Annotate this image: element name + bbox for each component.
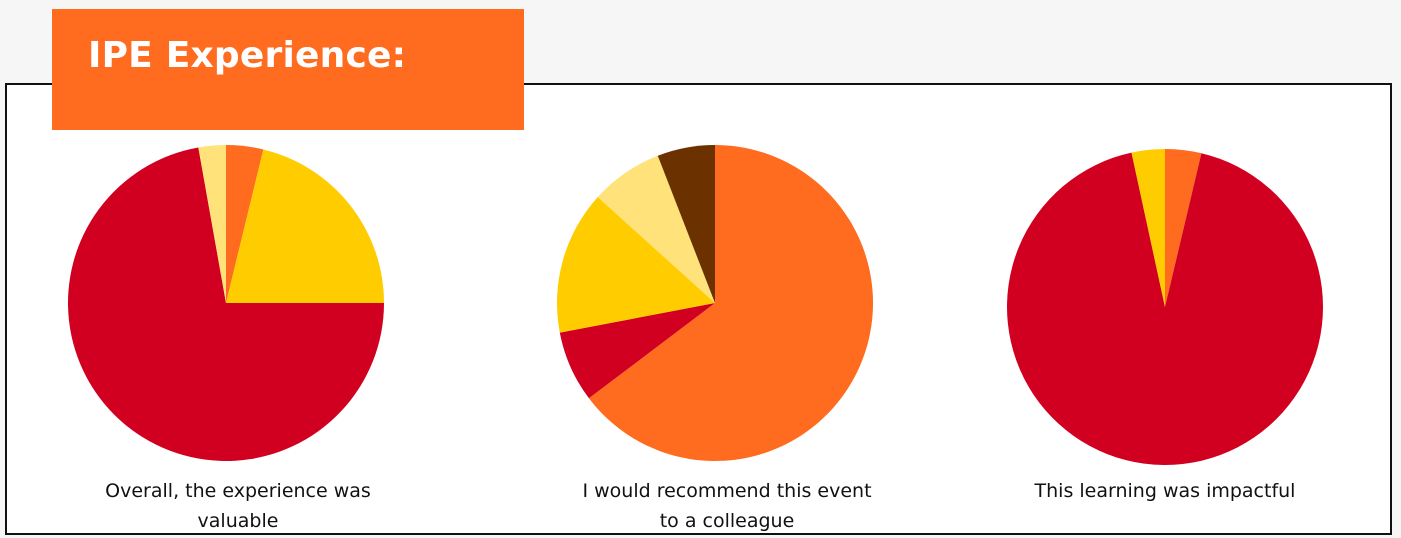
- pie-2-slice-3: [557, 197, 715, 333]
- pie-3-slice-2: [1007, 152, 1324, 465]
- pie-chart-2: [557, 145, 873, 461]
- pie-2-slice-1: [588, 145, 873, 461]
- pie-3-slice-1: [1165, 149, 1202, 307]
- chart-caption-line: valuable: [197, 510, 279, 532]
- page-title: IPE Experience:: [88, 35, 407, 76]
- title-banner: IPE Experience:: [52, 9, 524, 130]
- pie-chart-1: [68, 145, 385, 462]
- chart-caption-1: Overall, the experience was valuable: [58, 476, 418, 536]
- pie-2-slice-2: [559, 303, 715, 399]
- pie-2-slice-4: [597, 155, 715, 303]
- pie-chart-3: [1007, 149, 1324, 465]
- pie-1-slice-1: [226, 145, 264, 303]
- pie-1-slice-2: [226, 149, 384, 303]
- chart-caption-line: to a colleague: [659, 510, 795, 532]
- pie-2-slice-5: [657, 145, 715, 303]
- chart-caption-line: I would recommend this event: [582, 480, 872, 502]
- pie-3-slice-3: [1131, 149, 1165, 307]
- chart-caption-2: I would recommend this event to a collea…: [547, 476, 907, 536]
- chart-caption-3: This learning was impactful: [985, 476, 1345, 506]
- chart-caption-line: Overall, the experience was: [105, 480, 371, 502]
- chart-caption-line: This learning was impactful: [1034, 480, 1296, 502]
- pie-1-slice-3: [68, 147, 385, 462]
- pie-1-slice-4: [198, 145, 226, 303]
